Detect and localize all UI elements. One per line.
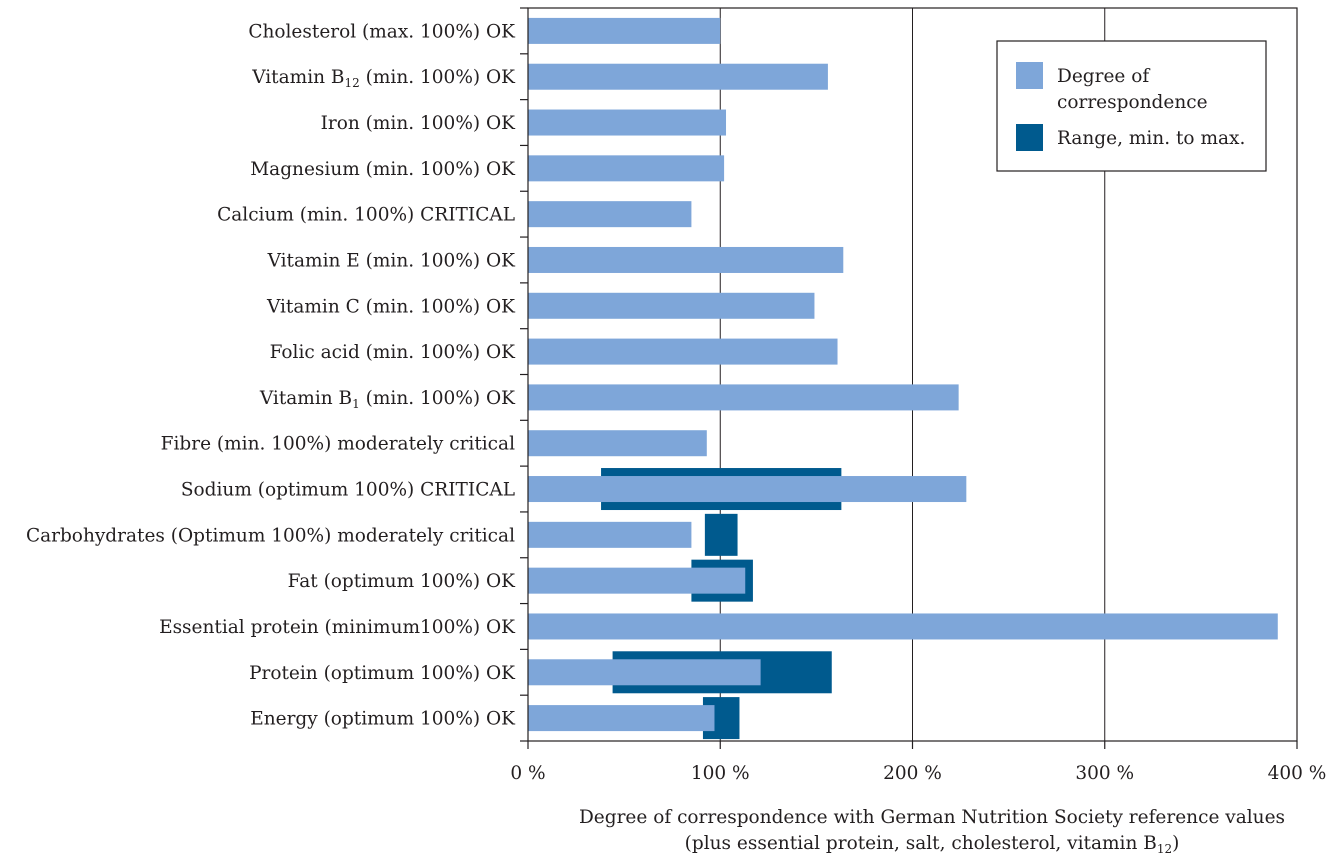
correspondence-bar	[528, 613, 1278, 640]
plot-frame	[520, 7, 1298, 749]
x-tick-label: 300 %	[1075, 763, 1134, 784]
correspondence-bar	[528, 521, 692, 548]
correspondence-bar	[528, 567, 746, 594]
correspondence-bar	[528, 155, 725, 182]
correspondence-bar	[528, 476, 967, 503]
category-label: Carbohydrates (Optimum 100%) moderately …	[26, 525, 515, 546]
category-label: Folic acid (min. 100%) OK	[270, 342, 517, 363]
category-label: Fibre (min. 100%) moderately critical	[161, 434, 515, 455]
category-label: Fat (optimum 100%) OK	[288, 571, 517, 592]
x-tick-label: 0 %	[510, 763, 545, 784]
correspondence-bar	[528, 246, 844, 273]
correspondence-bar	[528, 201, 692, 228]
category-label: Energy (optimum 100%) OK	[250, 709, 516, 730]
legend-swatch	[1016, 62, 1043, 89]
legend: Degree of correspondence Range, min. to ma…	[996, 40, 1267, 172]
legend-label: Degree of	[1057, 66, 1150, 87]
x-axis-title: Degree of correspondence with German Nut…	[579, 807, 1285, 856]
correspondence-bar	[528, 430, 707, 457]
x-axis-title-line: (plus essential protein, salt, cholester…	[685, 833, 1180, 856]
category-label: Essential protein (minimum100%) OK	[159, 617, 516, 638]
correspondence-bars	[528, 17, 1278, 732]
x-tick-label: 200 %	[883, 763, 942, 784]
x-tick-labels: 0 % 100 % 200 % 300 % 400 %	[510, 763, 1326, 784]
correspondence-bar	[528, 17, 721, 44]
category-label: Magnesium (min. 100%) OK	[250, 159, 516, 180]
correspondence-bar	[528, 109, 727, 136]
correspondence-bar	[528, 659, 761, 686]
range-bar	[704, 513, 738, 556]
category-label: Cholesterol (max. 100%) OK	[248, 21, 516, 42]
range-bars	[601, 468, 842, 740]
correspondence-bar	[528, 384, 959, 411]
x-tick-label: 100 %	[691, 763, 750, 784]
correspondence-bar	[528, 338, 838, 365]
category-label: Vitamin E (min. 100%) OK	[267, 250, 517, 271]
legend-swatch	[1016, 124, 1043, 151]
x-axis-title-line: Degree of correspondence with German Nut…	[579, 807, 1285, 828]
category-labels: Cholesterol (max. 100%) OK Vitamin B12 (m…	[26, 21, 516, 729]
category-label: Vitamin B12 (min. 100%) OK	[251, 67, 516, 90]
category-label: Calcium (min. 100%) CRITICAL	[217, 205, 515, 226]
legend-label: correspondence	[1057, 92, 1208, 113]
category-label: Protein (optimum 100%) OK	[249, 663, 516, 684]
x-tick-label: 400 %	[1268, 763, 1327, 784]
correspondence-bar	[528, 292, 815, 319]
category-label: Vitamin B1 (min. 100%) OK	[259, 388, 516, 411]
correspondence-bar	[528, 705, 715, 732]
category-label: Iron (min. 100%) OK	[321, 113, 517, 134]
legend-label: Range, min. to max.	[1057, 128, 1245, 149]
category-label: Sodium (optimum 100%) CRITICAL	[181, 480, 515, 501]
category-label: Vitamin C (min. 100%) OK	[266, 296, 516, 317]
correspondence-bar	[528, 63, 828, 90]
